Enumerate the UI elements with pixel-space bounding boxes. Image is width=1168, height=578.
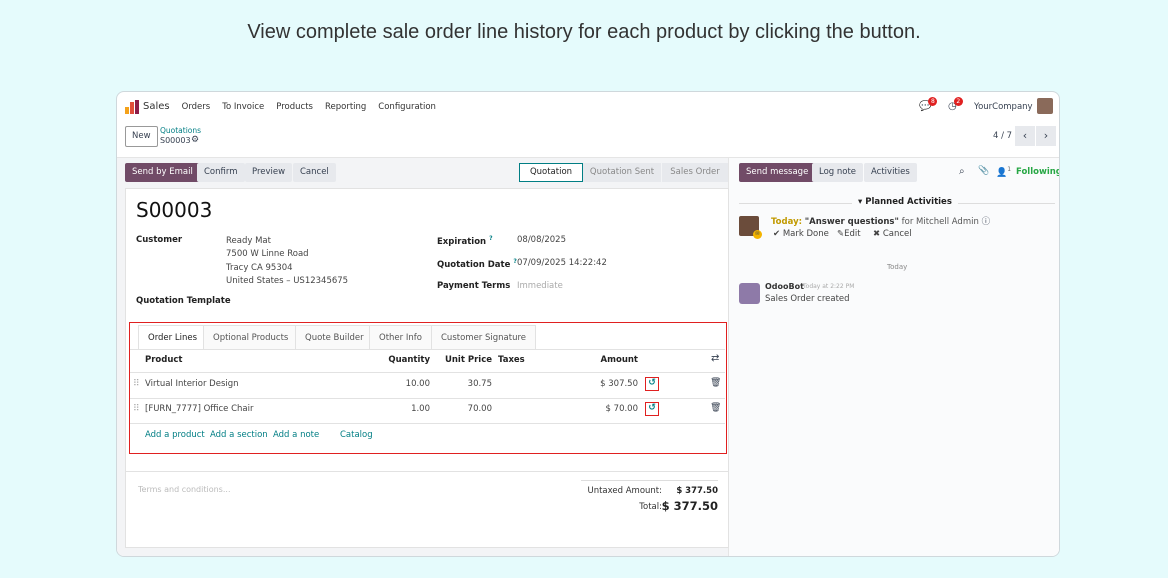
col-amount[interactable]: Amount — [600, 355, 638, 365]
total-label: Total: — [639, 502, 662, 512]
tab-optional-products[interactable]: Optional Products — [203, 325, 299, 349]
caption: View complete sale order line history fo… — [247, 21, 921, 43]
activity-summary: Today: "Answer questions" for Mitchell A… — [771, 217, 991, 227]
col-taxes[interactable]: Taxes — [498, 355, 525, 365]
customer-field[interactable]: Ready Mat 7500 W Linne Road Tracy CA 95304… — [226, 236, 349, 286]
tab-order-lines[interactable]: Order Lines — [138, 325, 207, 349]
quotation-date-label: Quotation Date ? — [437, 258, 517, 270]
status-quotation[interactable]: Quotation — [519, 163, 583, 182]
history-icon[interactable]: ↺ — [645, 402, 659, 416]
send-by-email-button[interactable]: Send by Email — [125, 163, 200, 182]
user-avatar[interactable] — [1037, 98, 1053, 114]
quotation-template-label: Quotation Template — [136, 296, 231, 306]
nav-configuration[interactable]: Configuration — [378, 101, 436, 112]
customer-label: Customer — [136, 235, 183, 245]
info-icon: ⓘ — [981, 217, 991, 227]
next-record-icon[interactable]: › — [1036, 126, 1056, 146]
log-note-button[interactable]: Log note — [812, 163, 864, 182]
expiration-label: Expiration ? — [437, 235, 493, 247]
col-product[interactable]: Product — [145, 355, 183, 365]
following-button[interactable]: Following — [1016, 167, 1060, 177]
drag-handle-icon[interactable]: ⠿ — [133, 379, 140, 389]
preview-button[interactable]: Preview — [245, 163, 293, 182]
status-quotation-sent[interactable]: Quotation Sent — [583, 163, 661, 182]
nav-products[interactable]: Products — [276, 101, 313, 112]
trash-icon[interactable]: 🗑 — [710, 403, 722, 413]
add-section-link[interactable]: Add a section — [210, 430, 268, 440]
history-icon[interactable]: ↺ — [645, 377, 659, 391]
odoobot-avatar — [739, 283, 760, 304]
payment-terms-field[interactable]: Immediate — [517, 281, 563, 291]
nav-reporting[interactable]: Reporting — [324, 101, 367, 112]
paperclip-icon[interactable]: 📎 — [978, 166, 990, 176]
order-lines-highlight: Order Lines Optional Products Quote Buil… — [129, 322, 727, 454]
send-message-button[interactable]: Send message — [739, 163, 816, 182]
new-button[interactable]: New — [125, 126, 158, 147]
email-activity-icon: ✉ — [753, 230, 762, 239]
record-name: S00003 — [160, 136, 191, 145]
breadcrumb-quotations[interactable]: Quotations — [160, 126, 202, 135]
company-switcher[interactable]: YourCompany — [974, 102, 1033, 112]
gear-icon[interactable]: ⚙ — [191, 135, 200, 145]
date-separator: Today — [887, 263, 908, 271]
form-sheet: S00003 Customer Ready Mat 7500 W Linne Ro… — [125, 188, 729, 548]
tab-other-info[interactable]: Other Info — [369, 325, 432, 349]
top-nav: Sales Orders To Invoice Products Reporti… — [117, 92, 1059, 121]
untaxed-amount: $ 377.50 — [676, 486, 718, 496]
app-name[interactable]: Sales — [143, 101, 170, 112]
table-row[interactable]: ⠿ Virtual Interior Design 10.00 30.75 $ … — [133, 377, 722, 391]
tab-quote-builder[interactable]: Quote Builder — [295, 325, 374, 349]
followers-icon[interactable]: 👤1 — [996, 166, 1012, 178]
activities-button[interactable]: Activities — [864, 163, 917, 182]
message-time: Today at 2:22 PM — [803, 283, 855, 290]
cancel-activity-button[interactable]: ✖ Cancel — [873, 229, 912, 239]
pager: 4 / 7 — [993, 131, 1013, 141]
add-product-link[interactable]: Add a product — [145, 430, 205, 440]
tab-customer-signature[interactable]: Customer Signature — [431, 325, 536, 349]
cancel-button[interactable]: Cancel — [293, 163, 336, 182]
trash-icon[interactable]: 🗑 — [710, 378, 722, 388]
optional-columns-icon[interactable]: ⇄ — [711, 353, 720, 364]
mark-done-button[interactable]: ✔ Mark Done — [773, 229, 829, 239]
add-note-link[interactable]: Add a note — [273, 430, 320, 440]
app-window: Sales Orders To Invoice Products Reporti… — [116, 91, 1060, 557]
edit-activity-button[interactable]: ✎Edit — [837, 229, 861, 239]
nav-orders[interactable]: Orders — [181, 101, 211, 112]
total-amount: $ 377.50 — [661, 499, 718, 513]
sales-logo-icon — [125, 99, 139, 114]
prev-record-icon[interactable]: ‹ — [1015, 126, 1035, 146]
quotation-date-field[interactable]: 07/09/2025 14:22:42 — [517, 258, 607, 268]
notebook-tabs: Order Lines Optional Products Quote Buil… — [138, 325, 726, 349]
message-author: OdooBot — [765, 282, 804, 291]
planned-activities-toggle[interactable]: ▾ Planned Activities — [852, 197, 958, 207]
terms-input[interactable]: Terms and conditions... — [138, 485, 231, 494]
catalog-link[interactable]: Catalog — [340, 430, 373, 440]
status-sales-order[interactable]: Sales Order — [662, 163, 728, 182]
activities-icon[interactable]: ◷ 2 — [948, 97, 963, 112]
table-row[interactable]: ⠿ [FURN_7777] Office Chair 1.00 70.00 $ … — [133, 402, 722, 416]
payment-terms-label: Payment Terms — [437, 281, 511, 291]
order-title: S00003 — [136, 198, 213, 222]
message-body: Sales Order created — [765, 294, 850, 304]
expiration-field[interactable]: 08/08/2025 — [517, 235, 566, 245]
drag-handle-icon[interactable]: ⠿ — [133, 404, 140, 414]
chatter-area — [728, 157, 1059, 556]
nav-to-invoice[interactable]: To Invoice — [222, 101, 265, 112]
messages-icon[interactable]: 💬 8 — [919, 97, 938, 112]
confirm-button[interactable]: Confirm — [197, 163, 245, 182]
untaxed-label: Untaxed Amount: — [587, 486, 662, 496]
col-quantity[interactable]: Quantity — [388, 355, 430, 365]
search-icon[interactable]: ⌕ — [959, 166, 965, 177]
col-unit-price[interactable]: Unit Price — [444, 355, 492, 365]
